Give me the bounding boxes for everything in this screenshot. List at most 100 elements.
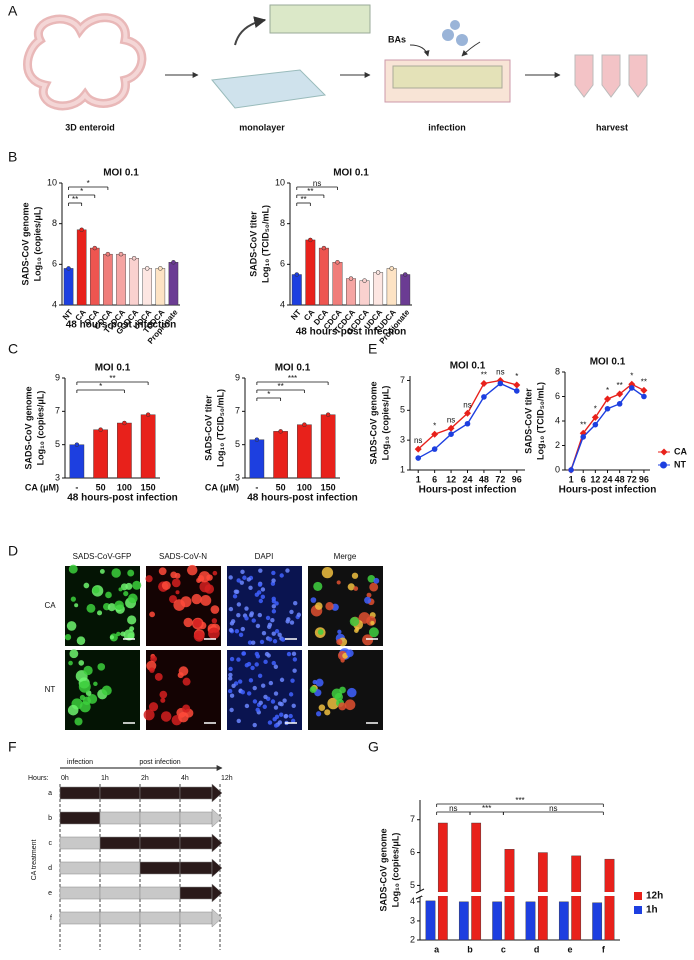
significance-label: ** xyxy=(300,195,306,204)
cell xyxy=(351,572,359,579)
row-label: a xyxy=(48,790,52,797)
cell xyxy=(251,640,256,645)
y-axis-label: Log₁₀ (copies/μL) xyxy=(390,833,400,908)
marker xyxy=(497,380,504,387)
bar-top-dot xyxy=(348,276,354,281)
marker xyxy=(616,390,624,398)
side-label: CA treatment xyxy=(31,840,38,881)
cell xyxy=(257,582,263,587)
cell xyxy=(261,630,267,636)
cell xyxy=(257,612,263,618)
cell xyxy=(258,568,263,573)
bar xyxy=(305,239,316,306)
significance-label: ns xyxy=(447,415,455,424)
cell xyxy=(334,692,344,702)
treatment-bar xyxy=(179,886,213,900)
y-axis-label: Log₁₀ (copies/μL) xyxy=(35,391,45,466)
panel-label: F xyxy=(8,739,17,755)
x-tick-label: 1 xyxy=(569,474,574,484)
cell xyxy=(236,602,242,607)
panel-label: B xyxy=(8,149,17,165)
cell xyxy=(271,570,276,576)
significance-label: ** xyxy=(72,195,78,204)
y-tick-label: 3 xyxy=(55,472,60,482)
cell xyxy=(118,587,123,592)
y-tick-label: 2 xyxy=(555,440,560,450)
cell xyxy=(270,618,275,623)
cell xyxy=(293,601,298,606)
marker xyxy=(448,431,454,437)
y-tick-label: 10 xyxy=(275,177,285,187)
cell xyxy=(240,626,245,632)
cell xyxy=(324,709,331,716)
cell xyxy=(273,691,279,696)
cell xyxy=(127,615,137,625)
cell xyxy=(279,712,284,717)
y-tick-label: 3 xyxy=(410,915,415,925)
x-tick-label: 12 xyxy=(446,474,456,484)
bar xyxy=(63,268,74,306)
treatment-bar xyxy=(139,861,181,875)
marker xyxy=(513,388,520,394)
cell xyxy=(252,699,258,704)
cell xyxy=(268,680,274,686)
cell xyxy=(260,594,266,600)
row-label: b xyxy=(48,815,52,822)
treatment-bar xyxy=(139,911,181,925)
legend-label: 1h xyxy=(646,905,658,916)
panel-a-art xyxy=(23,4,648,111)
significance-label: *** xyxy=(288,374,297,383)
treatment-bar xyxy=(59,836,101,850)
cell xyxy=(255,654,261,659)
significance-label: ** xyxy=(641,377,647,386)
bar xyxy=(386,268,397,306)
cell xyxy=(248,678,254,683)
cell xyxy=(178,666,189,676)
cell xyxy=(78,680,91,693)
x-tick-label: 150 xyxy=(141,482,156,492)
cell xyxy=(339,686,346,694)
cell xyxy=(246,661,252,667)
marker xyxy=(447,424,455,432)
x-unit-label: CA (μM) xyxy=(205,482,239,492)
cell xyxy=(116,631,121,637)
cell xyxy=(236,657,241,662)
cell xyxy=(230,619,236,624)
significance-label: * xyxy=(594,404,597,413)
cell xyxy=(280,637,286,642)
marker xyxy=(592,421,599,428)
chart-title: MOI 0.1 xyxy=(275,363,311,374)
cell xyxy=(240,569,245,575)
treatment-bar xyxy=(179,786,213,800)
y-axis-label: SADS-CoV genome xyxy=(20,202,30,285)
significance-label: ns xyxy=(313,179,321,188)
marker xyxy=(591,413,599,421)
treatment-arrowhead xyxy=(211,833,223,853)
significance-label: ** xyxy=(278,382,284,391)
cell xyxy=(227,688,233,694)
marker xyxy=(431,446,438,452)
cell xyxy=(264,651,270,657)
hour-label: 0h xyxy=(61,775,69,782)
cell xyxy=(349,616,360,627)
y-axis-label: Log₁₀ (TCID₅₀/mL) xyxy=(535,382,545,460)
cell xyxy=(290,678,295,683)
bar-top-dot xyxy=(335,260,340,265)
y-axis-label: SADS-CoV titer xyxy=(523,388,533,454)
bar-top-dot xyxy=(144,266,150,271)
cell xyxy=(318,704,326,711)
x-tick-label: 100 xyxy=(297,482,312,492)
significance-label: *** xyxy=(515,796,524,805)
cell xyxy=(250,665,255,671)
cell xyxy=(242,575,247,580)
bar xyxy=(320,414,336,479)
treatment-arrowhead xyxy=(211,808,223,828)
significance-label: * xyxy=(433,421,436,430)
marker xyxy=(480,379,488,387)
bar xyxy=(604,858,615,941)
cell xyxy=(336,580,341,585)
cell xyxy=(83,665,93,676)
cell xyxy=(159,690,168,699)
cell xyxy=(246,577,251,582)
